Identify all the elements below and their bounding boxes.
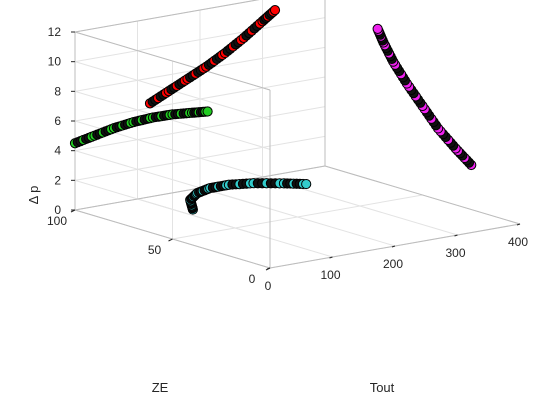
axis-edge [74,31,271,91]
y-axis-label: ZE [152,380,169,395]
y-tick-label: 50 [148,243,162,257]
x-tick-label: 200 [383,257,403,271]
axis-edge [324,165,521,225]
y-tick-label: 0 [249,272,256,286]
series-1 [69,106,213,149]
x-axis-label: Tout [370,380,395,395]
x-tick-mark [329,256,333,259]
grid-line-z-side [74,150,271,210]
z-tick-label: 8 [54,84,61,98]
series-3 [372,23,477,171]
grid-lines [74,0,521,269]
z-tick-label: 12 [48,25,62,39]
x-tick-mark [391,245,396,248]
x-tick-label: 400 [508,235,528,249]
axis-edge [74,0,260,33]
grid-line-z-side [74,179,271,239]
x-tick-mark [454,234,458,237]
grid-line-z-side [74,90,271,150]
series-4 [185,178,312,215]
y-tick-mark [168,238,173,242]
data-points [69,5,477,215]
series-2 [144,5,281,109]
data-point [301,178,312,190]
axes-box [74,0,521,269]
y-tick-mark [265,267,271,271]
data-point [202,106,213,117]
z-tick-label: 4 [54,144,61,158]
z-tick-label: 10 [48,55,62,69]
x-tick-label: 300 [445,246,465,260]
z-tick-label: 0 [54,203,61,217]
z-tick-label: 6 [54,114,61,128]
x-tick-mark [516,223,521,226]
x-tick-label: 100 [320,268,340,282]
z-tick-label: 2 [54,173,61,187]
grid-line-y-floor [172,194,423,240]
grid-line-z-back [74,17,326,63]
y-tick-label: 100 [47,214,67,228]
data-point [269,5,281,16]
x-tick-label: 0 [265,279,272,293]
z-axis-label: Δ p [26,186,41,205]
data-point [372,23,383,34]
axis-labels: Δ p ZE Tout [26,186,395,395]
